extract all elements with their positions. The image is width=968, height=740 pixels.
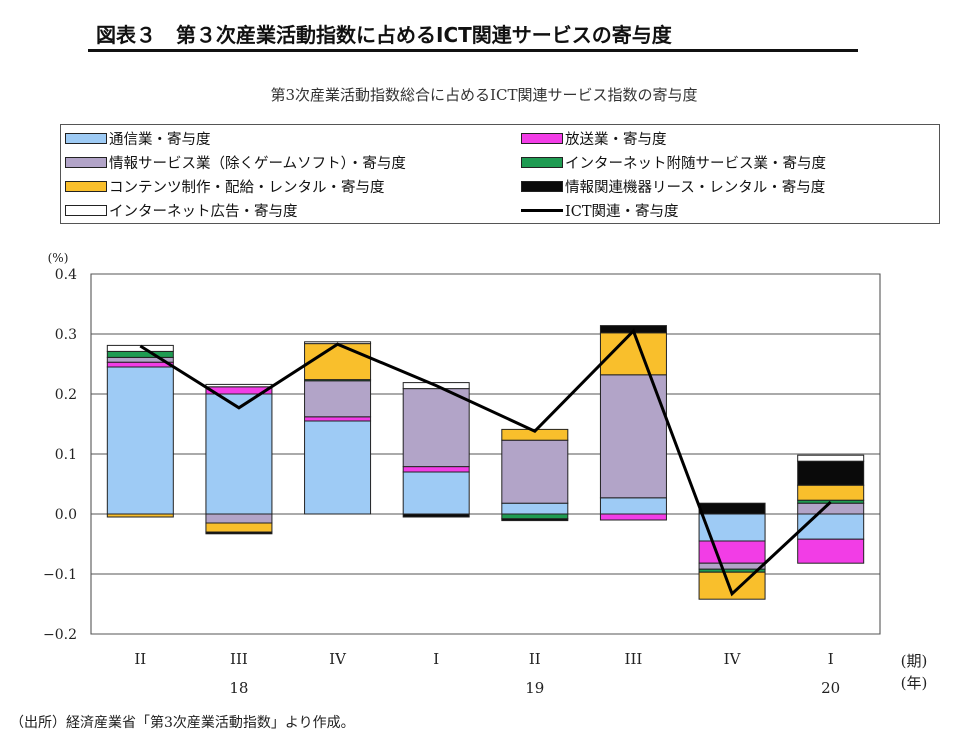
y-tick-label: 0.0 xyxy=(55,507,77,523)
y-tick-label: 0.3 xyxy=(55,327,77,343)
y-tick-label: 0.4 xyxy=(55,267,77,283)
bar-segment-info_service xyxy=(599,374,667,499)
bar-segment-telecom xyxy=(698,513,766,542)
chart-legend: 通信業・寄与度 放送業・寄与度 情報サービス業（除くゲームソフト）・寄与度 イン… xyxy=(60,124,940,224)
x-axis-unit-quarter: (期) xyxy=(901,652,928,670)
legend-label-content: コンテンツ制作・配給・レンタル・寄与度 xyxy=(109,179,385,196)
legend-swatch-telecom xyxy=(65,132,107,144)
bar-segment-info_service xyxy=(205,513,273,524)
bar-segment-info_service xyxy=(304,380,372,418)
bar-segment-info_service xyxy=(698,562,766,570)
legend-item-broadcast: 放送業・寄与度 xyxy=(521,127,667,149)
legend-swatch-content xyxy=(65,180,107,192)
bar-segment-content xyxy=(797,484,865,501)
bar-segment-leasing xyxy=(205,531,273,535)
x-tick-label: II xyxy=(134,650,146,668)
bar-segment-telecom xyxy=(304,420,372,515)
y-tick-label: −0.1 xyxy=(43,567,77,583)
legend-item-telecom: 通信業・寄与度 xyxy=(65,127,211,149)
bar-segment-internet_ad xyxy=(205,383,273,388)
year-label: 20 xyxy=(821,679,840,697)
legend-item-ict-line: ICT関連・寄与度 xyxy=(521,199,679,221)
bar-segment-broadcast xyxy=(698,540,766,564)
legend-item-internet-ad: インターネット広告・寄与度 xyxy=(65,199,298,221)
bar-segment-telecom xyxy=(797,513,865,540)
legend-label-telecom: 通信業・寄与度 xyxy=(109,131,211,148)
bar-segment-telecom xyxy=(106,366,174,515)
x-tick-label: IV xyxy=(724,650,742,668)
x-tick-label: IV xyxy=(329,650,347,668)
chart-title: 第3次産業活動指数総合に占めるICT関連サービス指数の寄与度 xyxy=(270,86,698,104)
bar-segment-broadcast xyxy=(797,538,865,564)
legend-item-content: コンテンツ制作・配給・レンタル・寄与度 xyxy=(65,175,385,197)
legend-line-ict xyxy=(521,208,563,212)
legend-item-leasing: 情報関連機器リース・レンタル・寄与度 xyxy=(521,175,825,197)
bar-segment-content xyxy=(106,513,174,518)
year-label: 18 xyxy=(229,679,248,697)
ict-line xyxy=(139,328,832,597)
legend-label-info-service: 情報サービス業（除くゲームソフト）・寄与度 xyxy=(109,155,406,172)
legend-item-internet-support: インターネット附随サービス業・寄与度 xyxy=(521,151,826,173)
legend-swatch-info-service xyxy=(65,156,107,168)
bar-segment-info_service xyxy=(797,502,865,515)
bar-segment-content xyxy=(304,343,372,381)
x-tick-label: II xyxy=(529,650,541,668)
legend-swatch-internet-ad xyxy=(65,204,107,216)
y-tick-label: 0.1 xyxy=(55,447,77,463)
legend-label-internet-support: インターネット附随サービス業・寄与度 xyxy=(565,155,826,172)
bar-segment-broadcast xyxy=(106,361,174,368)
y-tick-label: −0.2 xyxy=(43,627,77,643)
bar-segment-broadcast xyxy=(599,513,667,521)
legend-label-broadcast: 放送業・寄与度 xyxy=(565,131,667,148)
legend-label-ict: ICT関連・寄与度 xyxy=(565,203,679,220)
year-label: 19 xyxy=(525,679,544,697)
legend-item-info-service: 情報サービス業（除くゲームソフト）・寄与度 xyxy=(65,151,406,173)
bar-segment-content xyxy=(205,522,273,533)
x-tick-label: III xyxy=(230,650,248,668)
bar-segment-internet_ad xyxy=(797,454,865,462)
bar-segment-info_service xyxy=(501,439,569,504)
legend-swatch-internet-support xyxy=(521,156,563,168)
bar-segment-info_service xyxy=(402,388,470,468)
x-tick-label: I xyxy=(433,650,439,668)
bar-segment-leasing xyxy=(698,502,766,515)
bar-segment-telecom xyxy=(599,497,667,515)
x-tick-label: I xyxy=(828,650,834,668)
bar-segment-internet_ad xyxy=(106,344,174,352)
legend-swatch-leasing xyxy=(521,180,563,192)
bar-segment-telecom xyxy=(205,393,273,515)
bar-segment-internet_support xyxy=(501,513,569,520)
bar-segment-broadcast xyxy=(304,416,372,422)
source-note: （出所）経済産業省「第3次産業活動指数」より作成。 xyxy=(10,715,355,731)
y-axis-unit: (%) xyxy=(48,251,69,265)
legend-label-leasing: 情報関連機器リース・レンタル・寄与度 xyxy=(565,179,826,196)
bar-segment-telecom xyxy=(402,471,470,515)
x-tick-label: III xyxy=(625,650,643,668)
bar-segment-leasing xyxy=(501,518,569,522)
bar-segment-leasing xyxy=(402,513,470,518)
bar-segment-telecom xyxy=(501,502,569,515)
y-tick-label: 0.2 xyxy=(55,387,77,403)
bar-segment-broadcast xyxy=(402,466,470,473)
bar-segment-leasing xyxy=(797,460,865,486)
bar-segment-internet_support xyxy=(106,350,174,358)
figure-title: 図表３ 第３次産業活動指数に占めるICT関連サービスの寄与度 xyxy=(88,18,858,52)
legend-label-internet-ad: インターネット広告・寄与度 xyxy=(109,203,298,220)
legend-swatch-broadcast xyxy=(521,132,563,144)
x-axis-unit-year: (年) xyxy=(901,674,928,692)
